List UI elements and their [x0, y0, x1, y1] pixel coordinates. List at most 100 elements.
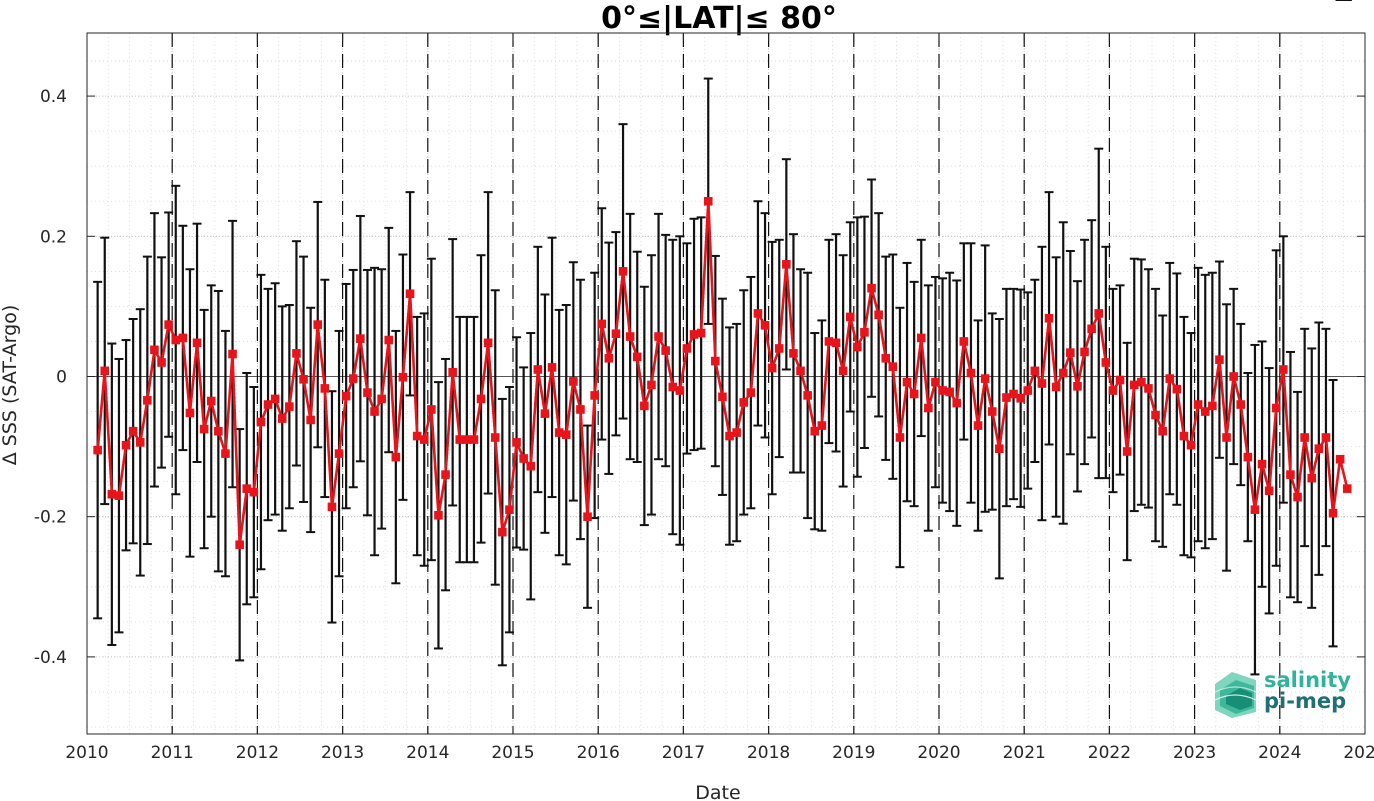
data-point — [128, 426, 138, 436]
data-point — [938, 386, 947, 395]
x-tick-label: 2023 — [1173, 743, 1216, 763]
data-point — [654, 332, 663, 341]
data-point — [824, 337, 834, 346]
data-point — [973, 421, 983, 430]
data-point — [1250, 505, 1260, 514]
data-point — [1030, 366, 1040, 376]
data-point — [1215, 355, 1224, 364]
data-point — [831, 338, 841, 348]
x-tick-label: 2010 — [65, 743, 108, 763]
data-point — [668, 382, 678, 392]
data-point — [796, 366, 805, 376]
data-point — [860, 328, 869, 337]
data-point — [1051, 382, 1061, 392]
axes — [86, 32, 1366, 735]
data-point — [164, 320, 173, 329]
data-point — [625, 332, 635, 341]
data-point — [334, 449, 344, 458]
data-point — [1137, 377, 1146, 387]
x-axis-label: Date — [695, 782, 740, 801]
x-tick-labels: 2010 2011 2012 2013 2014 2015 2016 2017 2018 2019… — [65, 743, 1374, 763]
data-point — [881, 353, 891, 363]
logo-text-line1: salinity — [1264, 668, 1351, 692]
data-point — [611, 329, 621, 339]
data-point — [980, 374, 990, 383]
error-bars — [93, 0, 1352, 676]
data-point — [263, 400, 273, 409]
data-point — [107, 489, 117, 499]
data-point — [874, 310, 883, 320]
data-point — [675, 386, 685, 395]
data-point — [838, 366, 848, 376]
data-point — [114, 491, 124, 500]
data-point — [810, 426, 820, 436]
year-dividers — [171, 33, 1281, 734]
x-tick-label: 2025 — [1343, 743, 1374, 763]
data-point — [348, 374, 358, 383]
data-point — [1257, 459, 1267, 469]
data-point — [569, 377, 578, 386]
data-point — [597, 319, 607, 329]
data-point — [1165, 374, 1175, 383]
data-point — [632, 352, 642, 362]
logo-mark-icon — [1214, 672, 1257, 718]
data-point — [476, 394, 486, 404]
data-point — [547, 363, 557, 372]
x-tick-label: 2019 — [832, 743, 875, 763]
data-point — [1122, 447, 1132, 456]
data-point — [1342, 484, 1352, 493]
x-tick-label: 2024 — [1258, 743, 1301, 763]
x-tick-label: 2017 — [662, 743, 705, 763]
data-point — [490, 433, 500, 442]
data-point — [895, 433, 905, 442]
data-point — [320, 384, 330, 393]
data-point — [1328, 508, 1338, 518]
axes-box — [86, 32, 1366, 735]
y-tick-label: -0.4 — [34, 648, 67, 668]
data-point — [185, 408, 195, 418]
data-point — [774, 344, 784, 353]
data-point — [916, 333, 926, 343]
data-point — [121, 440, 131, 450]
data-point — [1279, 365, 1288, 374]
data-point — [1321, 433, 1331, 442]
data-point — [256, 417, 266, 427]
chart-title: 0°≤|LAT|≤ 80° — [601, 1, 837, 36]
x-tick-label: 2015 — [491, 743, 534, 763]
data-point — [242, 484, 252, 493]
data-point — [228, 349, 237, 359]
data-point — [987, 407, 997, 416]
x-tick-label: 2011 — [151, 743, 194, 763]
data-point — [448, 367, 457, 377]
data-point — [512, 438, 521, 447]
data-point — [1080, 347, 1089, 357]
data-point — [157, 358, 166, 367]
data-point — [909, 389, 919, 399]
data-point — [1108, 386, 1118, 395]
data-point — [1186, 440, 1196, 450]
data-point — [1115, 375, 1125, 385]
data-point — [100, 366, 110, 376]
data-point — [405, 289, 415, 299]
data-point — [696, 328, 706, 338]
data-point — [299, 374, 308, 384]
x-tick-label: 2016 — [577, 743, 620, 763]
data-point — [285, 402, 294, 411]
data-point — [483, 338, 493, 348]
data-point — [143, 396, 152, 405]
data-point — [455, 435, 465, 444]
data-point — [1314, 444, 1324, 453]
data-point — [618, 267, 628, 276]
x-tick-label: 2013 — [321, 743, 364, 763]
data-point — [995, 444, 1004, 453]
data-point — [604, 353, 614, 363]
data-point — [725, 431, 734, 441]
data-point — [583, 512, 592, 521]
data-point — [782, 260, 791, 269]
data-point — [178, 333, 188, 343]
data-point — [135, 438, 145, 447]
data-point — [270, 394, 280, 404]
data-point — [171, 335, 181, 345]
x-tick-label: 2021 — [1003, 743, 1046, 763]
data-point — [1009, 389, 1018, 399]
